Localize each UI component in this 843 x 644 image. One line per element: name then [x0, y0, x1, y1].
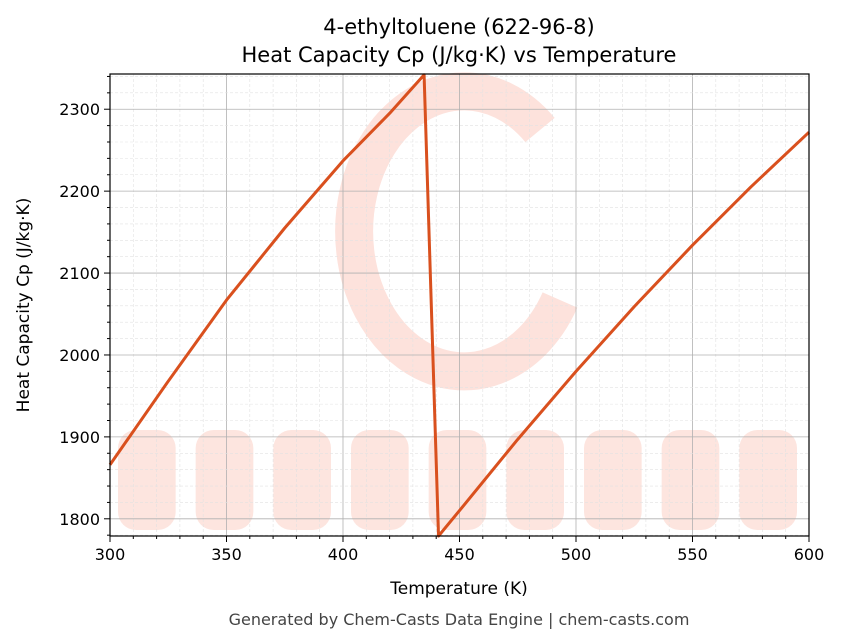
y-axis-label: Heat Capacity Cp (J/kg·K): [14, 198, 34, 413]
watermark-letter-shape: [661, 430, 720, 530]
x-axis-label: Temperature (K): [389, 579, 528, 599]
watermark-letter-shape: [506, 430, 564, 530]
y-tick-label: 2100: [59, 264, 100, 283]
y-tick-label: 2200: [59, 182, 100, 201]
watermark-letter-shape: [273, 430, 331, 530]
y-tick-label: 2300: [59, 100, 100, 119]
footer-text: Generated by Chem-Casts Data Engine | ch…: [229, 610, 690, 629]
plot-frame: [109, 73, 810, 537]
x-tick-label: 400: [328, 545, 359, 564]
watermark-logo: [118, 72, 797, 530]
watermark-letter-shape: [118, 430, 176, 530]
chart-subtitle: Heat Capacity Cp (J/kg·K) vs Temperature: [242, 43, 677, 67]
watermark-letter-shape: [584, 430, 642, 530]
watermark-letter-shape: [351, 430, 409, 530]
x-tick-label: 600: [794, 545, 825, 564]
x-tick-label: 500: [561, 545, 592, 564]
y-tick-label: 1900: [59, 428, 100, 447]
watermark-letter-shape: [195, 430, 254, 530]
x-tick-label: 450: [444, 545, 475, 564]
watermark-letter-shape: [428, 430, 487, 530]
watermark-letter-shape: [739, 430, 797, 530]
x-tick-label: 350: [211, 545, 242, 564]
x-tick-label: 550: [677, 545, 708, 564]
y-tick-label: 2000: [59, 346, 100, 365]
x-tick-label: 300: [95, 545, 126, 564]
y-tick-label: 1800: [59, 510, 100, 529]
chart-title: 4-ethyltoluene (622-96-8): [323, 15, 594, 39]
